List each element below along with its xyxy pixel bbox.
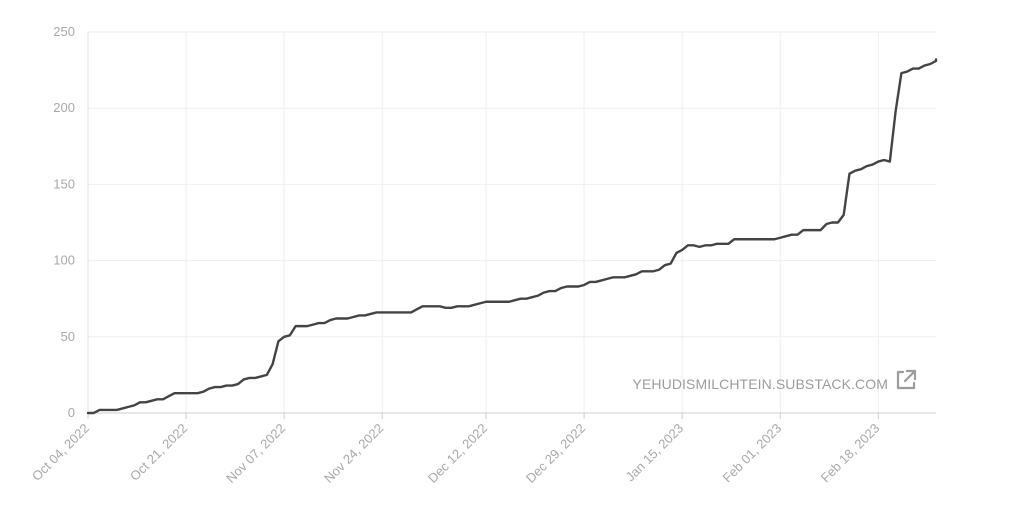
y-tick-label: 0 — [68, 405, 75, 420]
series-line — [86, 58, 938, 415]
x-tick-label: Oct 04, 2022 — [29, 421, 92, 484]
y-tick-label: 100 — [53, 253, 75, 268]
x-tick-label: Nov 07, 2022 — [223, 421, 288, 486]
x-axis-ticks: Oct 04, 2022 Oct 21, 2022 Nov 07, 2022 Nov … — [29, 413, 883, 486]
source-watermark[interactable]: YEHUDISMILCHTEIN.SUBSTACK.COM — [632, 376, 888, 392]
y-tick-label: 250 — [53, 24, 75, 39]
y-axis-ticks: 0 50 100 150 200 250 — [53, 24, 75, 420]
y-tick-label: 200 — [53, 100, 75, 115]
x-tick-label: Feb 18, 2023 — [818, 421, 883, 486]
y-tick-label: 150 — [53, 176, 75, 191]
x-tick-label: Nov 24, 2022 — [321, 421, 386, 486]
x-tick-label: Oct 21, 2022 — [127, 421, 190, 484]
x-tick-label: Dec 12, 2022 — [425, 421, 490, 486]
axes — [87, 32, 936, 414]
grid-lines — [87, 31, 936, 413]
x-tick-label: Dec 29, 2022 — [523, 421, 588, 486]
y-tick-label: 50 — [61, 329, 75, 344]
x-tick-label: Feb 01, 2023 — [720, 421, 785, 486]
x-tick-label: Jan 15, 2023 — [623, 421, 687, 485]
external-link-icon[interactable] — [893, 367, 919, 393]
